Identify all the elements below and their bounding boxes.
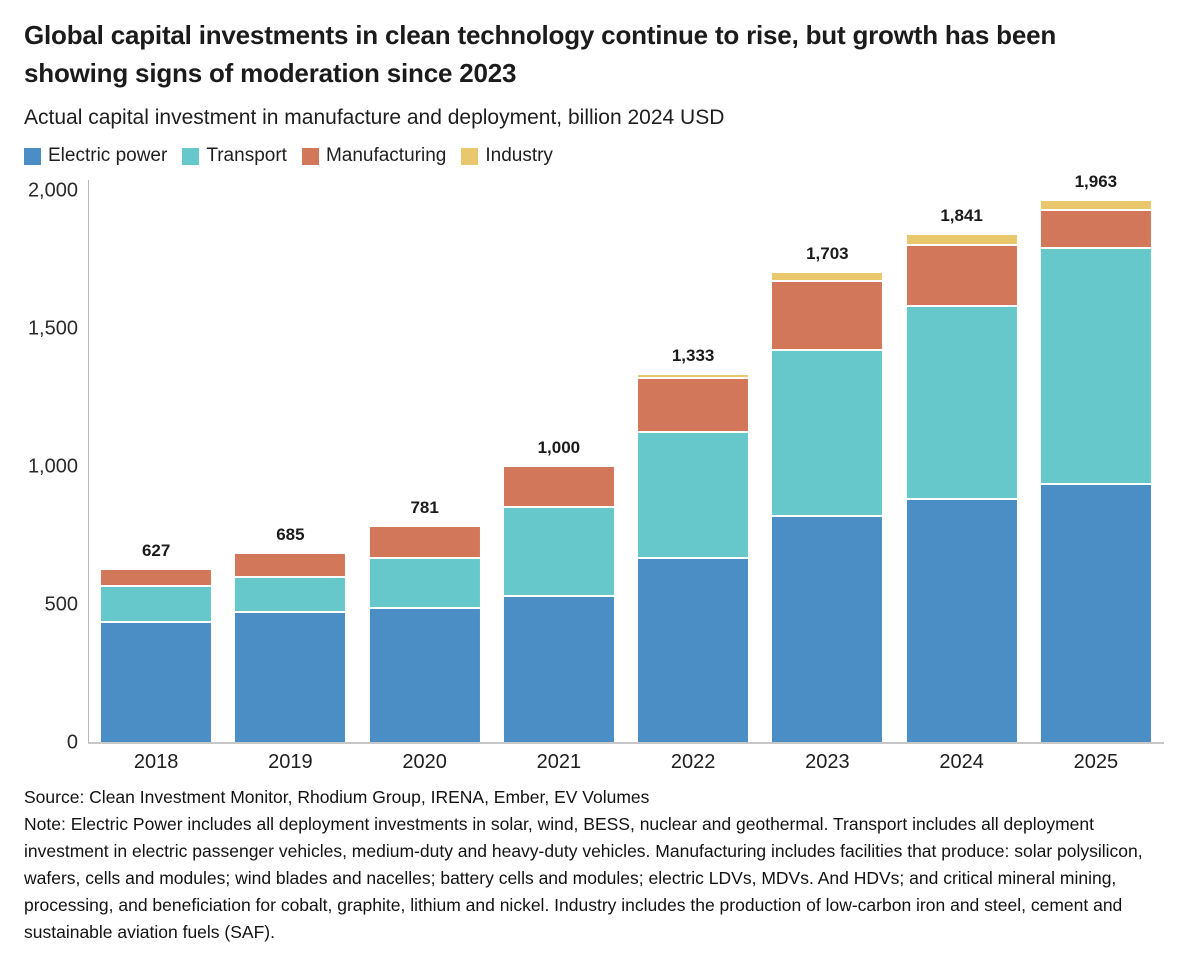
y-tick-label: 1,000: [27, 455, 78, 478]
x-axis-line: [88, 742, 1164, 744]
segment-electric-power[interactable]: [906, 500, 1017, 743]
segment-manufacturing[interactable]: [503, 467, 614, 508]
segment-electric-power[interactable]: [101, 622, 212, 743]
x-axis-label-2025: 2025: [1073, 751, 1119, 773]
segment-transport[interactable]: [101, 586, 212, 623]
note-text: Note: Electric Power includes all deploy…: [24, 813, 1143, 942]
segment-transport[interactable]: [772, 350, 883, 517]
bar-group-2024: 1,841 2024: [895, 191, 1029, 773]
bar-group-2021: 1,000 2021: [492, 191, 626, 773]
legend-item-manufacturing: Manufacturing: [301, 145, 447, 167]
bar-total-label: 1,841: [940, 205, 983, 225]
y-axis: 0 500 1,000 1,500 2,000: [0, 180, 78, 754]
chart-title: Global capital investments in clean tech…: [24, 20, 1057, 88]
bar-group-2019: 685 2019: [223, 191, 357, 773]
bar-total-label: 685: [276, 524, 305, 544]
source-text: Source: Clean Investment Monitor, Rhodiu…: [24, 787, 650, 807]
segment-transport[interactable]: [503, 507, 614, 597]
chart-footer: Source: Clean Investment Monitor, Rhodiu…: [0, 784, 1200, 946]
segment-transport[interactable]: [906, 306, 1017, 501]
bar-total-label: 781: [410, 498, 439, 518]
bar-2018[interactable]: [101, 569, 212, 743]
x-axis-label-2020: 2020: [402, 751, 447, 773]
bar-2025[interactable]: [1040, 201, 1151, 743]
segment-industry[interactable]: [638, 375, 749, 379]
y-tick-label: 500: [44, 593, 78, 616]
segment-manufacturing[interactable]: [1040, 210, 1151, 249]
bar-group-2020: 781 2020: [358, 191, 492, 773]
bar-chart: 0 500 1,000 1,500 2,000 627 2018 685 2019 781 202…: [0, 172, 1200, 785]
bar-group-2018: 627 2018: [89, 191, 223, 773]
segment-transport[interactable]: [369, 559, 480, 610]
bar-group-2025: 1,963 2025: [1029, 172, 1163, 773]
segment-manufacturing[interactable]: [369, 527, 480, 560]
legend-item-industry: Industry: [461, 145, 553, 167]
legend-item-electric-power: Electric power: [24, 145, 167, 167]
chart-subtitle: Actual capital investment in manufacture…: [24, 106, 725, 130]
bar-total-label: 1,963: [1074, 172, 1118, 192]
x-axis-label-2022: 2022: [670, 751, 716, 773]
bar-total-label: 627: [141, 540, 171, 560]
bar-2023[interactable]: [772, 272, 883, 743]
segment-electric-power[interactable]: [369, 609, 480, 743]
segment-electric-power[interactable]: [638, 558, 749, 743]
bar-group-2023: 1,703 2023: [760, 191, 894, 773]
segment-industry[interactable]: [906, 234, 1017, 246]
x-axis-label-2019: 2019: [268, 751, 313, 773]
legend-swatch-icon: [461, 147, 479, 165]
bar-2024[interactable]: [906, 234, 1017, 743]
x-axis-label-2023: 2023: [805, 751, 850, 773]
segment-manufacturing[interactable]: [101, 569, 212, 587]
x-axis-label-2018: 2018: [133, 751, 179, 773]
y-axis-line: [88, 180, 89, 743]
legend-swatch-icon: [182, 147, 200, 165]
segment-electric-power[interactable]: [503, 596, 614, 743]
bar-group-2022: 1,333 2022: [626, 191, 760, 773]
bar-total-label: 1,000: [537, 438, 581, 457]
segment-transport[interactable]: [1040, 248, 1151, 485]
segment-electric-power[interactable]: [1040, 484, 1151, 743]
segment-manufacturing[interactable]: [772, 281, 883, 351]
segment-electric-power[interactable]: [235, 613, 346, 743]
y-tick-label: 0: [66, 731, 78, 754]
bar-total-label: 1,333: [671, 346, 715, 366]
legend-label: Industry: [485, 145, 553, 167]
chart-legend: Electric power Transport Manufacturing Indu…: [0, 130, 1200, 167]
bar-2019[interactable]: [235, 553, 346, 743]
legend-label: Manufacturing: [325, 145, 447, 167]
segment-manufacturing[interactable]: [235, 553, 346, 578]
segment-manufacturing[interactable]: [638, 378, 749, 434]
legend-label: Electric power: [48, 145, 168, 167]
bar-2022[interactable]: [638, 375, 749, 743]
bar-total-label: 1,703: [806, 243, 849, 263]
x-axis-label-2021: 2021: [536, 751, 582, 773]
bar-2020[interactable]: [369, 527, 480, 743]
legend-swatch-icon: [301, 147, 319, 165]
segment-transport[interactable]: [638, 433, 749, 559]
segment-industry[interactable]: [772, 272, 883, 282]
segment-manufacturing[interactable]: [906, 245, 1017, 307]
legend-label: Transport: [206, 145, 287, 167]
plot-area: 627 2018 685 2019 781 2020 1,000 2021 1,333 2022 1…: [89, 172, 1163, 773]
x-axis-label-2024: 2024: [939, 751, 984, 773]
bar-2021[interactable]: [503, 467, 614, 743]
y-tick-label: 2,000: [27, 179, 78, 202]
legend-item-transport: Transport: [182, 145, 287, 167]
segment-transport[interactable]: [235, 577, 346, 614]
legend-swatch-icon: [24, 147, 41, 165]
segment-electric-power[interactable]: [772, 516, 883, 743]
y-tick-label: 1,500: [27, 317, 78, 340]
segment-industry[interactable]: [1040, 201, 1151, 211]
